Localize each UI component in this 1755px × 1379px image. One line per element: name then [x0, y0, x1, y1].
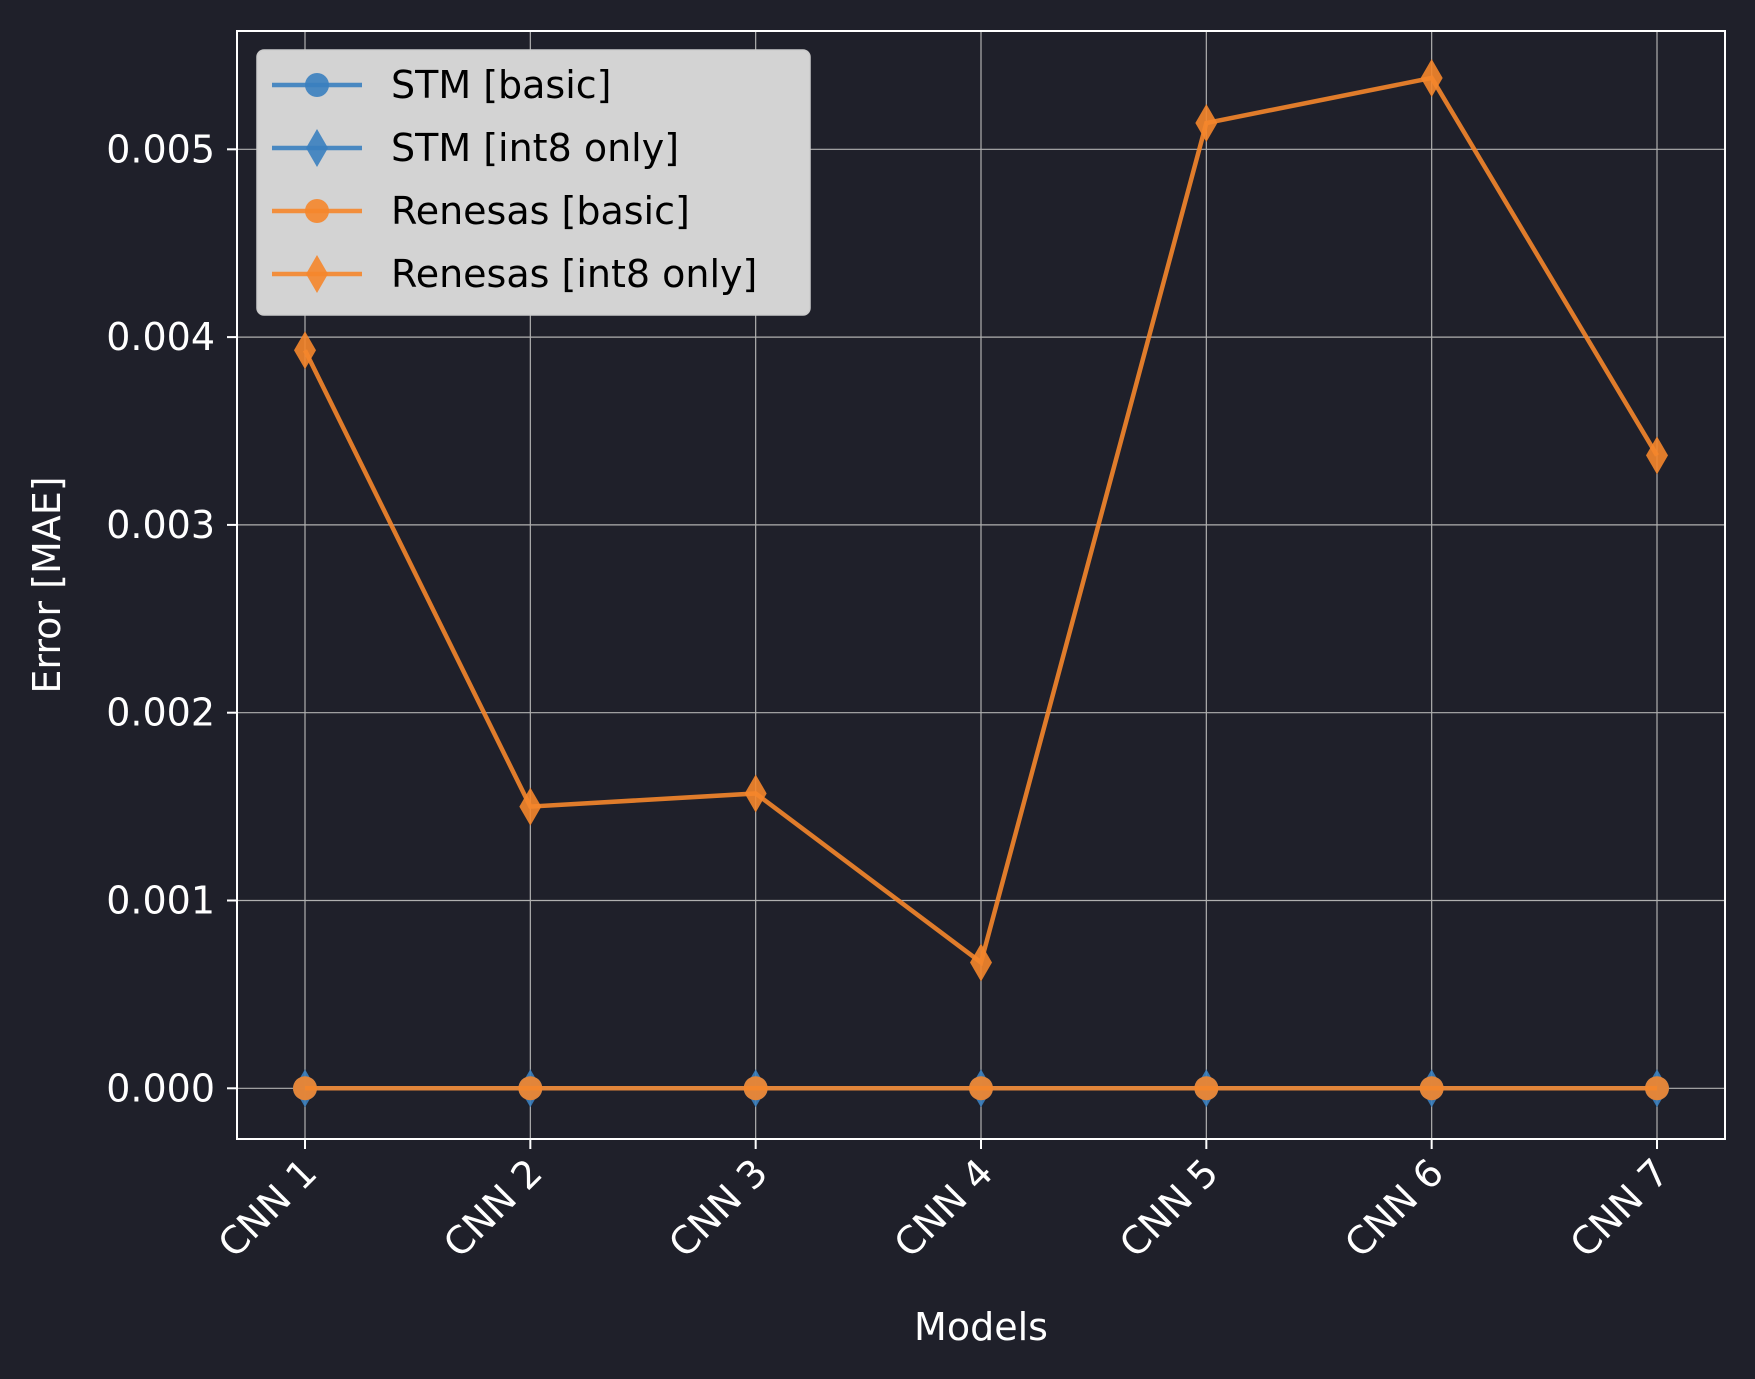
- data-point: [294, 331, 316, 370]
- data-point: [1645, 1076, 1669, 1101]
- series-layer: [293, 58, 1669, 1108]
- data-point: [1646, 436, 1668, 475]
- x-tick-label: CNN 4: [886, 1150, 1002, 1266]
- legend: STM [basic] STM [int8 only] Renesas [basic…: [256, 49, 811, 316]
- data-point: [744, 774, 767, 813]
- x-tick-label: CNN 2: [435, 1150, 551, 1266]
- legend-label: STM [int8 only]: [391, 126, 679, 170]
- y-tick-label: 0.001: [106, 878, 215, 922]
- y-axis-label: Error [MAE]: [25, 476, 69, 693]
- data-point: [1194, 1076, 1219, 1101]
- series-renesas-int8-only: [294, 58, 1668, 982]
- legend-item: STM [basic]: [272, 63, 612, 107]
- data-point: [519, 787, 542, 826]
- legend-box: [256, 49, 811, 316]
- data-point: [743, 1076, 768, 1101]
- data-point: [1419, 1076, 1444, 1101]
- data-point: [970, 943, 992, 982]
- data-point: [293, 1076, 317, 1101]
- x-axis-label: Models: [914, 1305, 1048, 1349]
- y-tick-label: 0.002: [106, 691, 215, 735]
- legend-item: Renesas [int8 only]: [272, 252, 757, 296]
- y-tick-label: 0.000: [106, 1066, 215, 1110]
- legend-marker: [306, 255, 328, 293]
- series-renesas-basic: [293, 1076, 1669, 1101]
- x-axis: CNN 1 CNN 2 CNN 3 CNN 4 CNN 5 CNN 6 CNN 7: [210, 1139, 1678, 1266]
- y-tick-label: 0.003: [106, 503, 215, 547]
- data-point: [969, 1076, 993, 1101]
- legend-marker: [305, 199, 329, 223]
- data-point: [1420, 58, 1443, 97]
- x-tick-label: CNN 7: [1562, 1150, 1678, 1266]
- legend-item: STM [int8 only]: [272, 126, 679, 170]
- legend-label: STM [basic]: [391, 63, 612, 107]
- legend-label: Renesas [basic]: [391, 189, 690, 233]
- x-tick-label: CNN 5: [1111, 1150, 1227, 1266]
- y-axis: 0.000 0.001 0.002 0.003 0.004 0.005: [106, 127, 237, 1110]
- y-tick-label: 0.004: [106, 315, 215, 359]
- data-point: [1195, 104, 1218, 143]
- x-tick-label: CNN 1: [210, 1150, 326, 1266]
- legend-label: Renesas [int8 only]: [391, 252, 757, 296]
- legend-item: Renesas [basic]: [272, 189, 690, 233]
- legend-marker: [305, 73, 329, 97]
- legend-marker: [306, 129, 328, 167]
- data-point: [518, 1076, 543, 1101]
- x-tick-label: CNN 3: [660, 1150, 776, 1266]
- x-tick-label: CNN 6: [1336, 1150, 1452, 1266]
- y-tick-label: 0.005: [106, 127, 215, 171]
